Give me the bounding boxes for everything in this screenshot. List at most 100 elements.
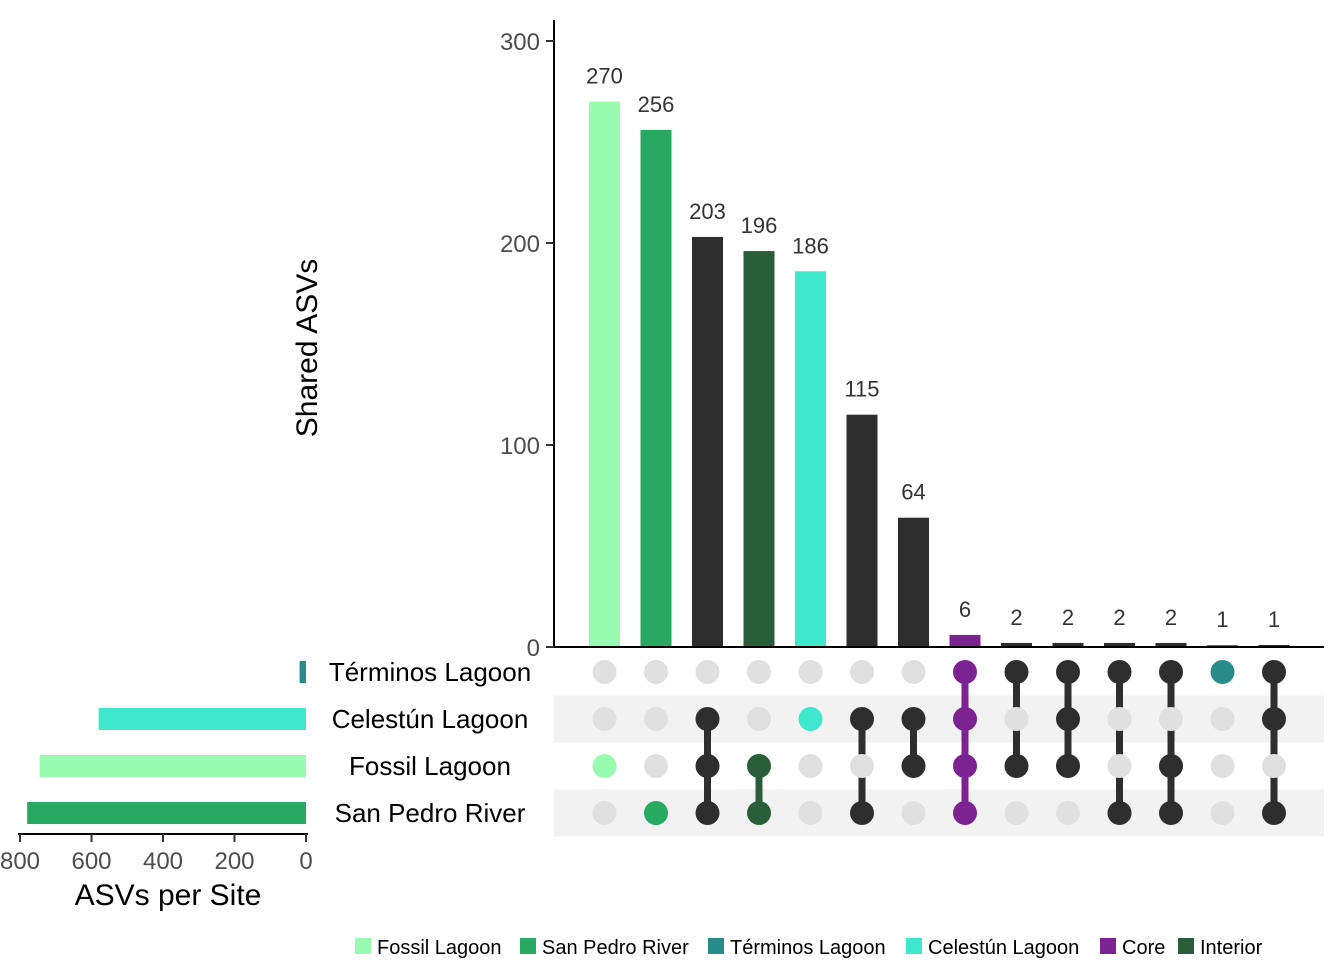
matrix-dot-filled (644, 801, 668, 825)
intersection-bar (795, 271, 826, 647)
intersection-bar (1052, 642, 1084, 647)
matrix-dot-filled (1262, 660, 1286, 684)
matrix-dot-filled (850, 707, 874, 731)
matrix-dot-filled (1210, 660, 1235, 684)
set-size-tick-label: 600 (71, 848, 111, 875)
matrix-dot-filled (1004, 754, 1029, 778)
bar-value-label: 203 (689, 199, 726, 224)
matrix-dot-empty (644, 660, 668, 684)
set-label: Celestún Lagoon (332, 704, 529, 734)
intersection-bar (1207, 644, 1238, 647)
set-label: Fossil Lagoon (349, 751, 511, 781)
legend-label: Interior (1200, 937, 1263, 959)
membership-matrix (592, 660, 1286, 825)
intersection-bar-labels: 270 256 203 196 186 115 64 6 2 2 2 2 1 1 (586, 64, 1280, 632)
matrix-dot-filled (695, 754, 720, 778)
matrix-dot-filled (1262, 801, 1286, 825)
matrix-dot-filled (953, 707, 977, 731)
matrix-dot-filled (901, 707, 926, 731)
set-size-tick-label: 200 (214, 848, 254, 875)
matrix-dot-empty (901, 660, 926, 684)
set-size-bars (27, 661, 307, 824)
matrix-dot-empty (1210, 707, 1235, 731)
matrix-dot-empty (747, 660, 771, 684)
matrix-dot-empty (798, 754, 823, 778)
matrix-dot-filled (1107, 801, 1132, 825)
bar-value-label: 64 (901, 480, 925, 505)
bar-value-label: 270 (586, 64, 623, 89)
matrix-dot-filled (695, 801, 720, 825)
bar-value-label: 256 (638, 92, 675, 117)
matrix-dot-filled (1056, 660, 1080, 684)
matrix-dot-filled (1262, 707, 1286, 731)
y-tick-label: 200 (500, 231, 540, 258)
intersection-bar (1258, 644, 1290, 647)
matrix-dot-filled (1056, 707, 1080, 731)
matrix-dot-filled (1159, 660, 1183, 684)
y-axis-title: Shared ASVs (291, 259, 324, 437)
matrix-dot-empty (695, 660, 720, 684)
y-tick-label: 0 (527, 635, 540, 662)
matrix-dot-empty (1107, 754, 1132, 778)
set-size-bar (299, 661, 306, 683)
y-axis: 0 100 200 300 (500, 20, 1324, 662)
matrix-dot-filled (1056, 754, 1080, 778)
matrix-dot-empty (592, 707, 617, 731)
matrix-dot-empty (592, 801, 617, 825)
matrix-dot-filled (953, 660, 977, 684)
matrix-dot-empty (798, 660, 823, 684)
matrix-dot-empty (798, 801, 823, 825)
matrix-dot-empty (1107, 707, 1132, 731)
matrix-dot-empty (1004, 801, 1029, 825)
legend-swatch (355, 938, 371, 954)
set-size-tick-label: 0 (299, 848, 312, 875)
legend-swatch (1178, 938, 1194, 954)
bar-value-label: 186 (792, 233, 829, 258)
matrix-dot-empty (1159, 707, 1183, 731)
bar-value-label: 1 (1216, 607, 1228, 632)
matrix-dot-empty (1210, 801, 1235, 825)
intersection-bar (1155, 642, 1187, 647)
legend-swatch (906, 938, 922, 954)
set-size-tick-label: 400 (143, 848, 183, 875)
matrix-dot-filled (953, 801, 977, 825)
set-label: San Pedro River (335, 798, 526, 828)
matrix-dot-filled (901, 754, 926, 778)
bar-value-label: 6 (959, 597, 971, 622)
matrix-dot-empty (1262, 754, 1286, 778)
intersection-bar (1104, 642, 1135, 647)
legend-swatch (1100, 938, 1116, 954)
y-tick-label: 100 (500, 433, 540, 460)
set-size-axis-title: ASVs per Site (75, 879, 262, 912)
matrix-dot-filled (1159, 754, 1183, 778)
bar-value-label: 2 (1113, 605, 1125, 630)
intersection-bar (898, 517, 929, 647)
matrix-dot-filled (747, 801, 771, 825)
matrix-dot-empty (850, 660, 874, 684)
intersection-bar (640, 129, 672, 647)
legend-label: Términos Lagoon (730, 937, 886, 959)
bar-value-label: 115 (844, 377, 879, 402)
intersection-bar (589, 101, 620, 648)
legend-label: San Pedro River (542, 937, 689, 959)
set-size-bar (27, 802, 307, 824)
matrix-stripe (554, 695, 1324, 743)
matrix-dot-filled (798, 707, 823, 731)
intersection-bar (743, 251, 775, 647)
intersection-bars (589, 101, 1290, 648)
matrix-dot-empty (901, 801, 926, 825)
set-size-axis: 800 600 400 200 0 (0, 833, 313, 875)
legend-label: Core (1122, 937, 1165, 959)
matrix-dot-filled (1107, 660, 1132, 684)
legend-swatch (520, 938, 536, 954)
bar-value-label: 196 (741, 213, 778, 238)
matrix-dot-empty (850, 754, 874, 778)
matrix-dot-filled (747, 754, 771, 778)
matrix-dot-empty (747, 707, 771, 731)
bar-value-label: 2 (1010, 605, 1022, 630)
matrix-dot-filled (1159, 801, 1183, 825)
intersection-bar (1001, 642, 1032, 647)
matrix-dot-empty (1004, 707, 1029, 731)
intersection-bar (949, 634, 981, 647)
